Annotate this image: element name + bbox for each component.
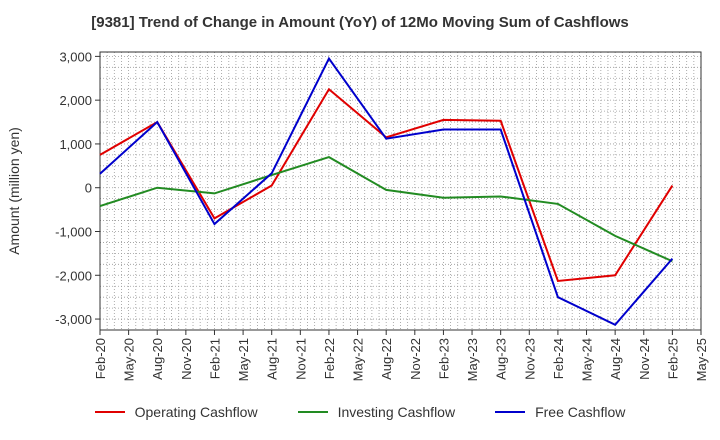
x-tick-label: May-21 — [236, 338, 251, 381]
legend-label-operating: Operating Cashflow — [134, 404, 258, 420]
y-tick-label: 2,000 — [59, 93, 92, 108]
x-tick-label: Aug-23 — [494, 338, 509, 380]
x-tick-label: Nov-24 — [637, 338, 652, 380]
x-tick-label: Aug-22 — [379, 338, 394, 380]
x-tick-label: Feb-21 — [207, 338, 222, 379]
legend-label-investing: Investing Cashflow — [337, 404, 456, 420]
x-tick-label: Aug-20 — [150, 338, 165, 380]
y-tick-label: -3,000 — [55, 312, 92, 327]
y-tick-label: -1,000 — [55, 224, 92, 239]
legend-swatch-operating — [94, 411, 125, 413]
y-tick-label: 1,000 — [59, 137, 92, 152]
y-axis-label: Amount (million yen) — [6, 127, 22, 255]
legend-item-operating: Operating Cashflow — [94, 404, 258, 420]
x-tick-label: Feb-25 — [665, 338, 680, 379]
x-tick-label: Nov-20 — [179, 338, 194, 380]
legend-swatch-free — [495, 411, 526, 413]
legend-label-free: Free Cashflow — [535, 404, 626, 420]
legend: Operating Cashflow Investing Cashflow Fr… — [0, 404, 720, 420]
x-tick-label: Aug-24 — [608, 338, 623, 380]
x-tick-label: Feb-22 — [322, 338, 337, 379]
plot-frame — [99, 51, 702, 331]
x-tick-label: Aug-21 — [265, 338, 280, 380]
y-tick-label: 3,000 — [59, 49, 92, 64]
x-tick-label: Feb-23 — [436, 338, 451, 379]
x-tick-label: May-24 — [580, 338, 595, 381]
x-tick-label: Nov-21 — [293, 338, 308, 380]
x-tick-label: May-20 — [122, 338, 137, 381]
legend-swatch-investing — [297, 411, 328, 413]
chart-title: [9381] Trend of Change in Amount (YoY) o… — [91, 14, 629, 31]
x-tick-label: Nov-22 — [408, 338, 423, 380]
series-line-free-cashflow — [99, 56, 674, 326]
x-tick-label: Feb-24 — [551, 338, 566, 379]
x-tick-label: May-22 — [351, 338, 366, 381]
legend-item-investing: Investing Cashflow — [297, 404, 456, 420]
y-tick-label: -2,000 — [55, 268, 92, 283]
x-tick-label: May-23 — [465, 338, 480, 381]
x-tick-label: Nov-23 — [522, 338, 537, 380]
x-tick-label: May-25 — [694, 338, 709, 381]
legend-item-free: Free Cashflow — [495, 404, 625, 420]
y-tick-label: 0 — [85, 181, 92, 196]
x-tick-label: Feb-20 — [93, 338, 108, 379]
